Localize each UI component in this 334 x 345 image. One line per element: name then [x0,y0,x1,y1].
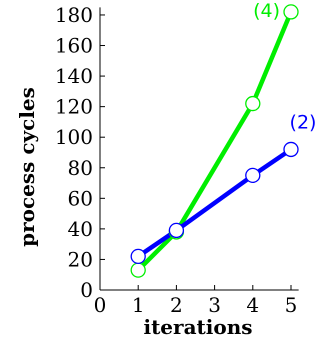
series-0-point [245,167,261,184]
series-0-point [168,222,185,239]
y-axis-title: process cycles [15,87,39,247]
x-axis-title: iterations [143,315,252,339]
x-tick-label: 2 [170,293,183,317]
y-tick-label: 80 [68,156,93,180]
series-0-point [283,141,299,158]
x-tick-label: 5 [285,293,298,317]
series-label-0: (2) [290,111,317,133]
y-tick-label: 40 [68,217,93,241]
series-0-point [130,248,146,265]
y-tick-label: 180 [55,3,93,27]
x-tick-label: 3 [208,293,221,317]
x-tick-label: 0 [94,293,107,317]
series-line-1 [135,9,294,273]
y-tick-label: 160 [55,34,93,58]
y-tick-label: 60 [68,186,93,210]
series-label-1: (4) [253,0,280,22]
y-tick-label: 120 [55,95,93,119]
y-tick-label: 0 [80,278,93,302]
series-layer: (2) (4) [130,0,317,278]
series-1-point [130,262,146,278]
x-tick-label: 1 [132,293,145,317]
x-tick-label: 4 [246,293,259,317]
series-line-0 [135,147,294,259]
series-1-point [283,4,299,20]
series-1-point [245,95,261,112]
y-tick-label: 140 [55,64,93,88]
y-tick-label: 100 [55,125,93,149]
y-tick-label: 20 [68,247,93,271]
